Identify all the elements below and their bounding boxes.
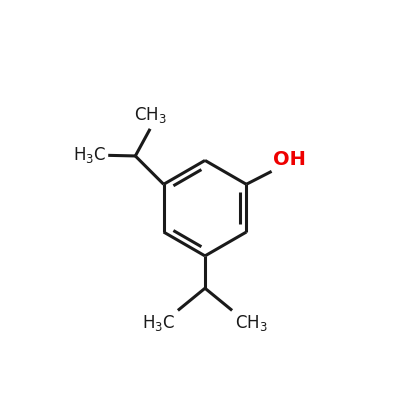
Text: CH$_3$: CH$_3$ — [235, 314, 268, 334]
Text: H$_3$C: H$_3$C — [142, 314, 175, 334]
Text: CH$_3$: CH$_3$ — [134, 105, 166, 125]
Text: H$_3$C: H$_3$C — [72, 145, 106, 165]
Text: OH: OH — [273, 150, 306, 169]
